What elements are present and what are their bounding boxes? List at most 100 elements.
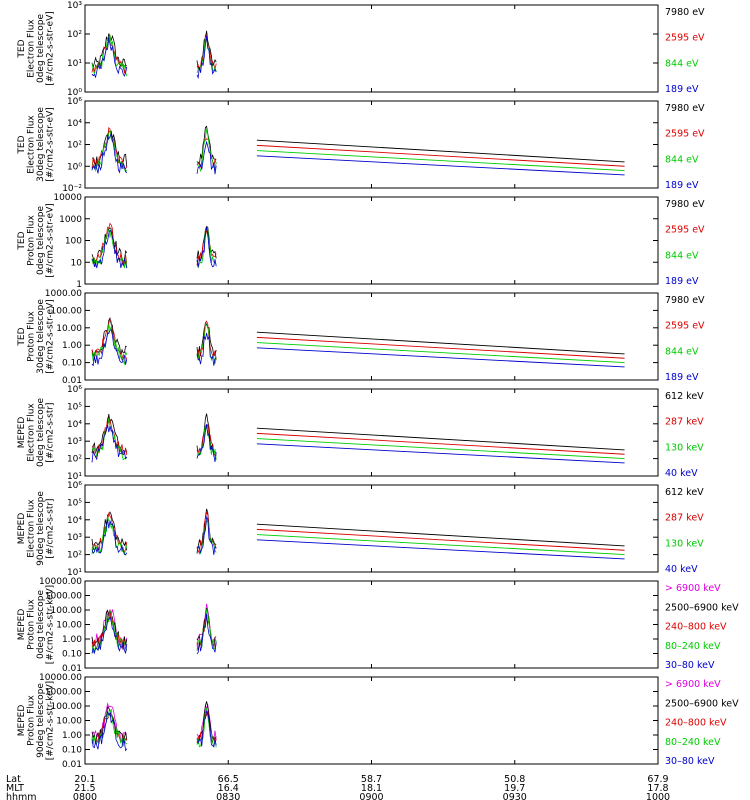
gap-line bbox=[256, 150, 625, 172]
gap-line bbox=[256, 144, 625, 167]
y-tick-label: 10⁶ bbox=[67, 385, 82, 395]
flux-trace bbox=[91, 323, 128, 366]
gap-line bbox=[256, 155, 625, 176]
flux-trace bbox=[91, 516, 128, 556]
y-axis-label-line: 0deg telescope bbox=[36, 14, 46, 84]
gap-line bbox=[256, 443, 625, 464]
panel-2: 10⁻² 10⁰ 10² 10⁴ 10⁶ TEDElectron Flux30deg te… bbox=[17, 97, 705, 194]
flux-trace bbox=[196, 515, 217, 555]
y-axis-label-line: MEPED bbox=[17, 513, 27, 545]
y-tick-label: 10⁰ bbox=[67, 88, 82, 98]
y-axis-label-line: Electron Flux bbox=[26, 403, 36, 462]
flux-trace bbox=[196, 332, 217, 366]
flux-trace bbox=[91, 227, 128, 269]
y-axis-label-line: [#/cm2-s-str-eV] bbox=[45, 299, 55, 374]
flux-trace bbox=[91, 708, 128, 747]
footer-value: 0900 bbox=[359, 792, 383, 800]
y-tick-label: 10⁴ bbox=[67, 516, 82, 526]
y-tick-label: 0.10 bbox=[62, 359, 82, 369]
y-tick-label: 10⁶ bbox=[67, 97, 82, 107]
legend-entry: 189 eV bbox=[665, 180, 699, 191]
panel-4: 0.010.101.0010.00100.001000.00TEDProton … bbox=[17, 289, 705, 386]
y-tick-label: 10¹ bbox=[67, 59, 82, 69]
y-tick-label: 10000 bbox=[53, 193, 82, 203]
panel-frame bbox=[84, 4, 659, 93]
panel-frame bbox=[84, 484, 659, 573]
legend-entry: 240–800 keV bbox=[665, 622, 727, 633]
legend-entry: 2500–6900 keV bbox=[665, 602, 739, 613]
y-axis-label-line: TED bbox=[17, 135, 27, 154]
gap-line bbox=[256, 336, 625, 359]
y-axis-label: TEDProton Flux30deg telescope[#/cm2-s-st… bbox=[17, 299, 56, 374]
legend-entry: > 6900 keV bbox=[665, 679, 721, 690]
flux-trace bbox=[196, 707, 217, 748]
y-axis-label-line: 0deg telescope bbox=[36, 206, 46, 276]
flux-trace bbox=[91, 329, 128, 367]
y-axis-label-line: [#/cm2-s-str-eV] bbox=[45, 107, 55, 182]
y-axis-label-line: 30deg telescope bbox=[36, 299, 46, 374]
gap-line bbox=[256, 534, 625, 556]
footer-value: 0930 bbox=[503, 792, 527, 800]
y-tick-label: 10000.00 bbox=[39, 673, 82, 683]
y-tick-label: 10⁻² bbox=[62, 184, 82, 194]
y-tick-label: 100 bbox=[65, 237, 82, 247]
legend-entry: 130 keV bbox=[665, 538, 704, 549]
y-tick-label: 10² bbox=[67, 30, 82, 40]
panel-7: 0.010.101.0010.00100.001000.0010000.00ME… bbox=[17, 577, 739, 674]
flux-trace bbox=[196, 323, 217, 359]
gap-line bbox=[256, 539, 625, 560]
y-tick-label: 100.00 bbox=[51, 306, 83, 316]
y-axis-label-line: MEPED bbox=[17, 609, 27, 641]
y-axis-label: MEPEDElectron Flux0deg telescope[#/cm2-s… bbox=[17, 398, 56, 468]
footer-value: 0830 bbox=[216, 792, 240, 800]
gap-line bbox=[256, 342, 625, 364]
flux-trace bbox=[196, 140, 217, 175]
flux-trace bbox=[196, 35, 217, 80]
flux-trace bbox=[196, 125, 217, 166]
y-tick-label: 10000.00 bbox=[39, 577, 82, 587]
y-tick-label: 10.00 bbox=[56, 324, 82, 334]
legend-entry: 7980 eV bbox=[665, 103, 705, 114]
y-axis-label-line: Proton Flux bbox=[26, 311, 36, 362]
y-tick-label: 10² bbox=[67, 551, 82, 561]
flux-trace bbox=[91, 424, 128, 463]
y-tick-label: 1.00 bbox=[62, 635, 82, 645]
legend-entry: 844 eV bbox=[665, 154, 699, 165]
footer-value: 58.7 bbox=[361, 774, 382, 785]
legend-entry: 844 eV bbox=[665, 346, 699, 357]
y-axis-label-line: [#/cm2-s-str] bbox=[45, 498, 55, 558]
legend-entry: 844 eV bbox=[665, 250, 699, 261]
flux-trace bbox=[91, 132, 128, 174]
legend-entry: 2500–6900 keV bbox=[665, 698, 739, 709]
panel-8: 0.010.101.0010.00100.001000.0010000.00ME… bbox=[17, 673, 739, 770]
y-tick-label: 10 bbox=[71, 258, 83, 268]
y-tick-label: 0.10 bbox=[62, 650, 82, 660]
footer-value: 1000 bbox=[646, 792, 670, 800]
panel-frame bbox=[84, 580, 659, 669]
footer-value: 20.1 bbox=[74, 774, 95, 785]
y-axis-label-line: 90deg telescope bbox=[36, 491, 46, 566]
y-axis-label-line: Electron Flux bbox=[26, 499, 36, 558]
flux-trace bbox=[196, 613, 217, 655]
flux-trace bbox=[91, 37, 128, 79]
flux-trace bbox=[196, 710, 217, 748]
footer-value: 66.5 bbox=[218, 774, 239, 785]
legend-entry: 287 keV bbox=[665, 417, 704, 428]
flux-trace bbox=[196, 711, 217, 744]
y-tick-label: 10⁴ bbox=[67, 119, 82, 129]
legend-entry: 7980 eV bbox=[665, 7, 705, 18]
flux-trace bbox=[196, 129, 217, 173]
legend-entry: 80–240 keV bbox=[665, 737, 721, 748]
y-tick-label: 10.00 bbox=[56, 621, 82, 631]
y-axis-label-line: TED bbox=[17, 327, 27, 346]
y-tick-label: 10² bbox=[67, 455, 82, 465]
y-axis-label: TEDElectron Flux30deg telescope[#/cm2-s-… bbox=[17, 107, 56, 182]
flux-trace bbox=[91, 511, 128, 554]
y-tick-label: 1000 bbox=[59, 215, 82, 225]
y-axis-label-line: MEPED bbox=[17, 417, 27, 449]
legend-entry: 189 eV bbox=[665, 372, 699, 383]
panel-frame bbox=[84, 196, 659, 285]
flux-trace bbox=[196, 424, 217, 461]
y-axis-label-line: [#/cm2-s-str-keV] bbox=[45, 585, 55, 664]
